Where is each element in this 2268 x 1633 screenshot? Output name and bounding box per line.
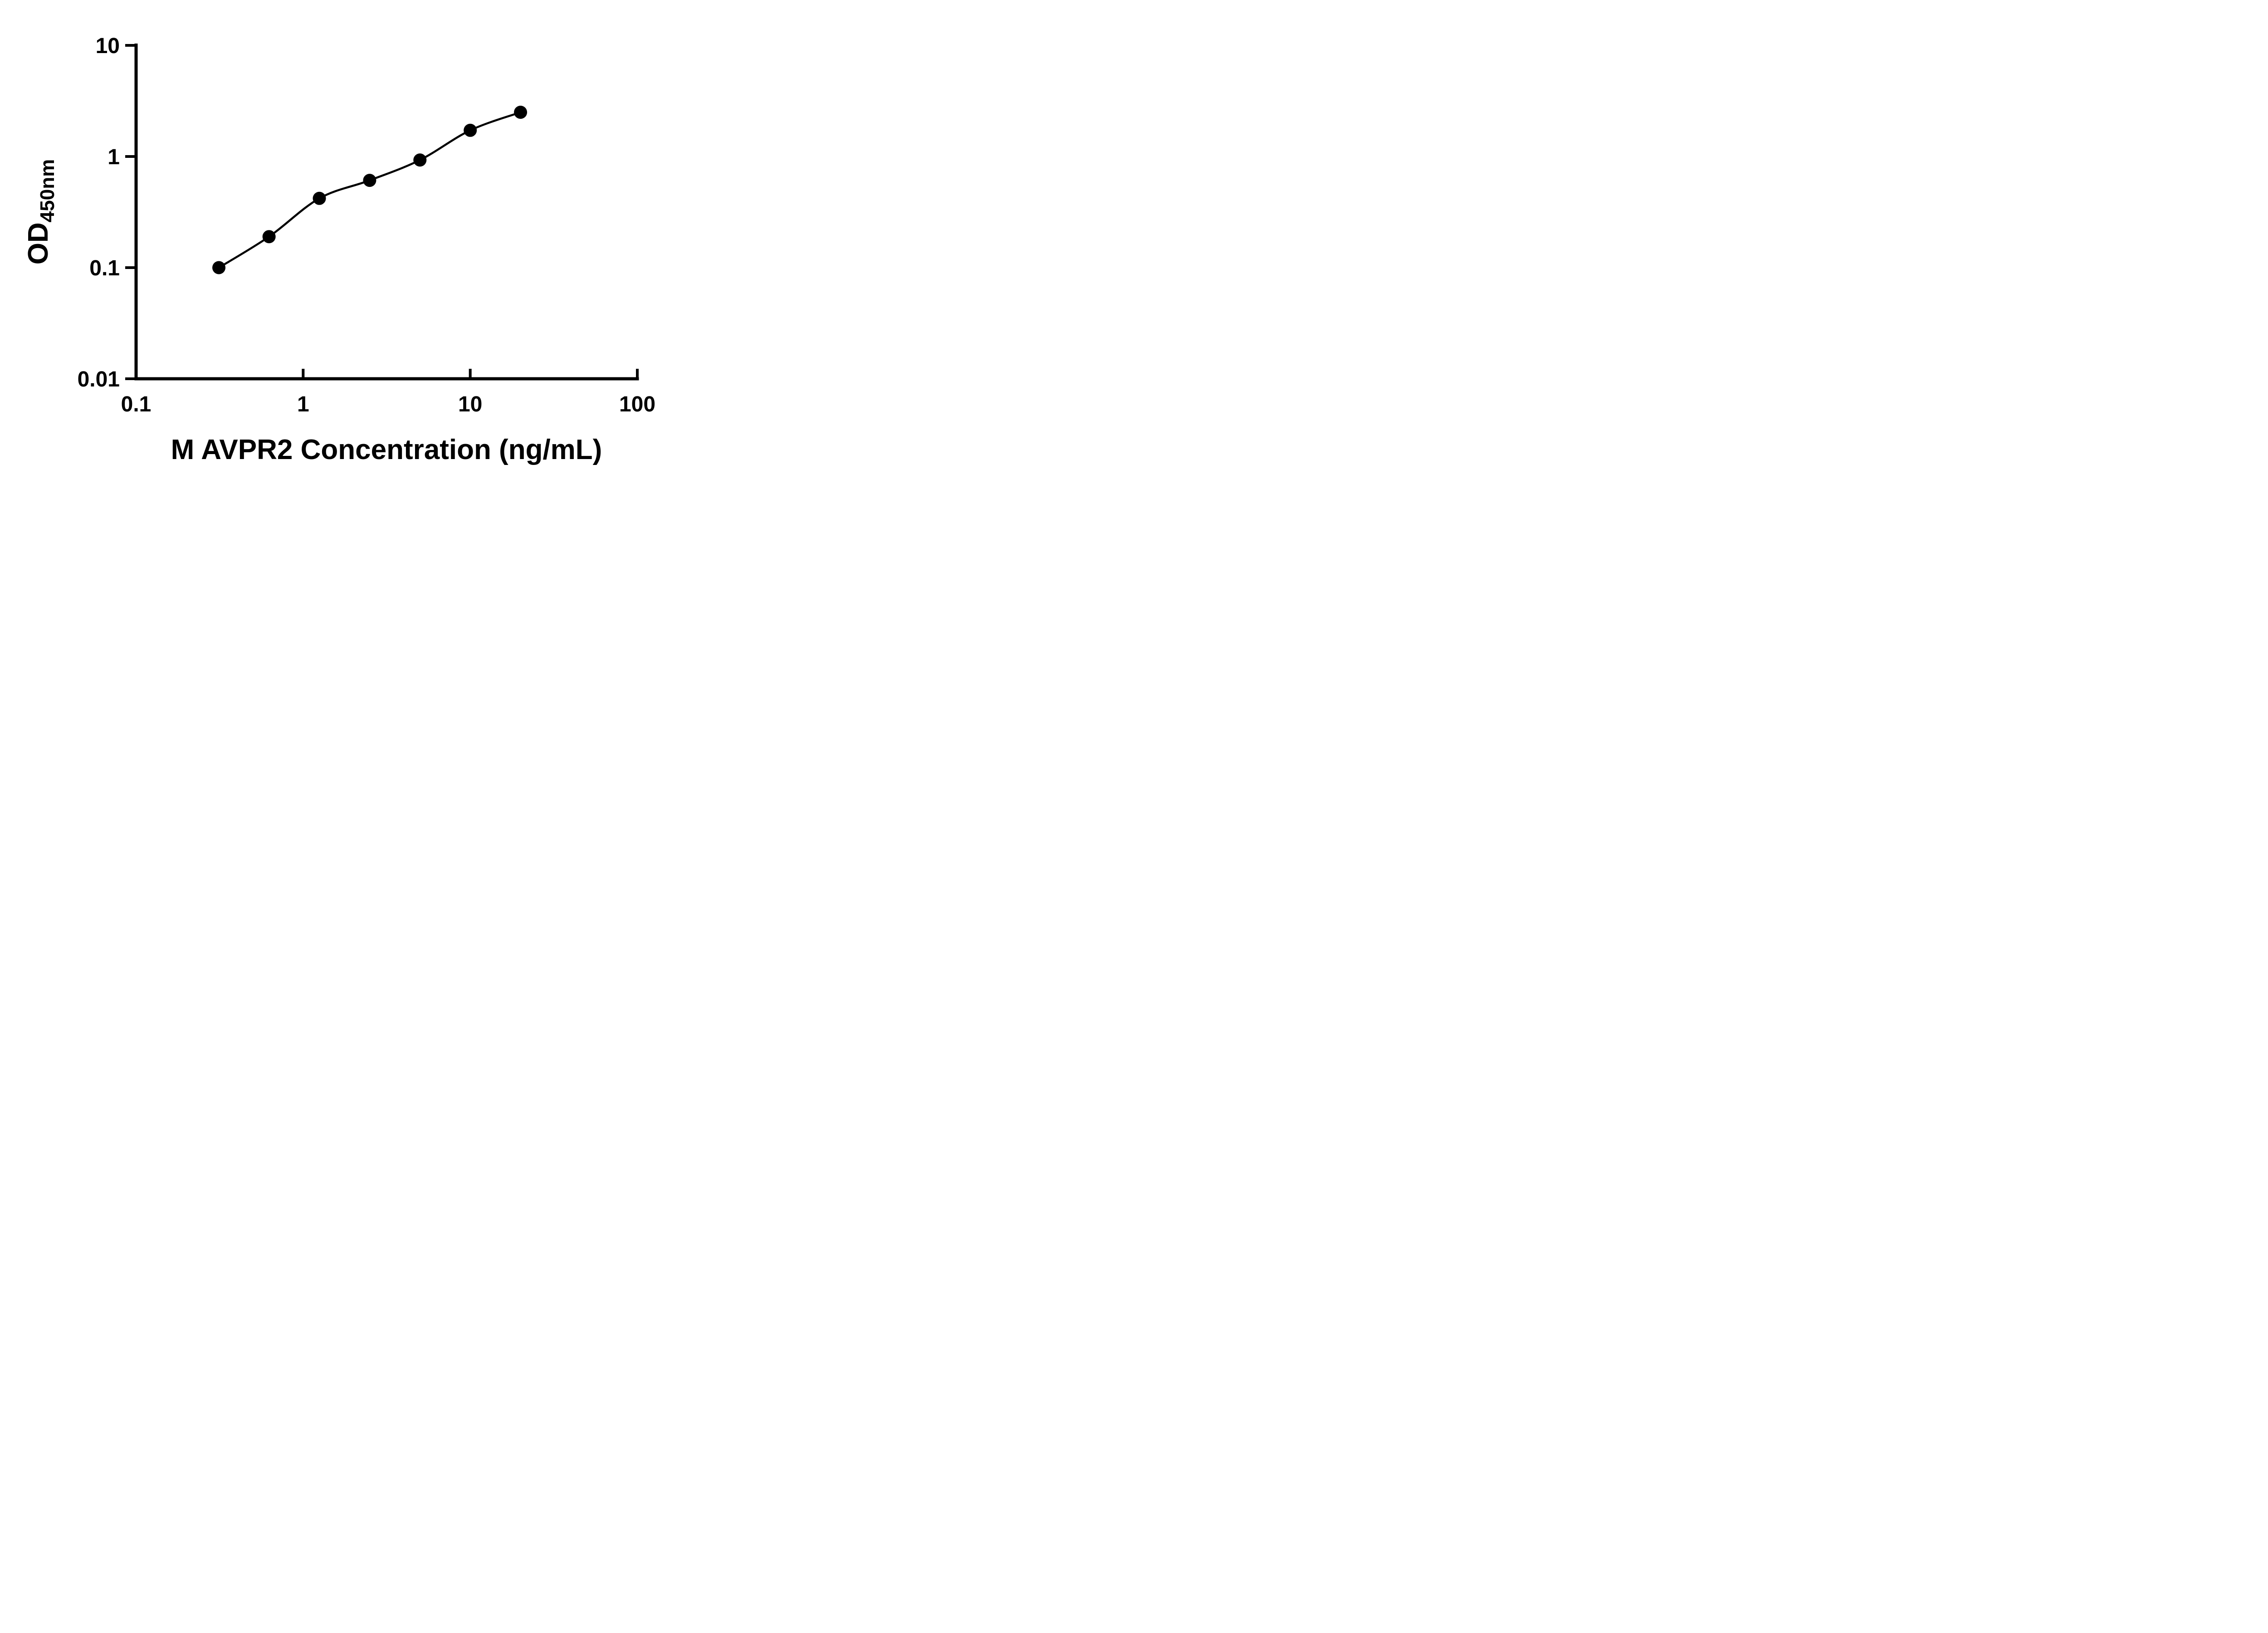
y-axis-title-main: OD [23, 222, 54, 264]
standard-curve-line [218, 111, 521, 269]
data-point [514, 106, 528, 119]
data-point [363, 174, 376, 187]
x-tick-label: 100 [619, 392, 655, 416]
y-tick-label: 1 [108, 145, 120, 169]
y-axis-title-subscript: 450nm [36, 159, 59, 222]
x-tick-label: 10 [458, 392, 482, 416]
x-axis-title: M AVPR2 Concentration (ng/mL) [171, 434, 602, 465]
x-tick-label: 1 [297, 392, 309, 416]
data-point [464, 123, 477, 137]
y-tick-label: 0.1 [89, 256, 120, 280]
data-point [313, 191, 326, 205]
y-tick-label: 10 [96, 34, 120, 58]
x-tick-label: 0.1 [121, 392, 152, 416]
data-point [413, 153, 427, 167]
y-axis-title: OD450nm [23, 159, 59, 264]
elisa-standard-curve-figure: 0.1 1 10 100 0.01 0.1 1 10 M AVPR2 Concentratio… [0, 0, 700, 490]
data-point [212, 261, 226, 274]
y-tick-label: 0.01 [78, 367, 120, 391]
data-point [262, 230, 276, 244]
